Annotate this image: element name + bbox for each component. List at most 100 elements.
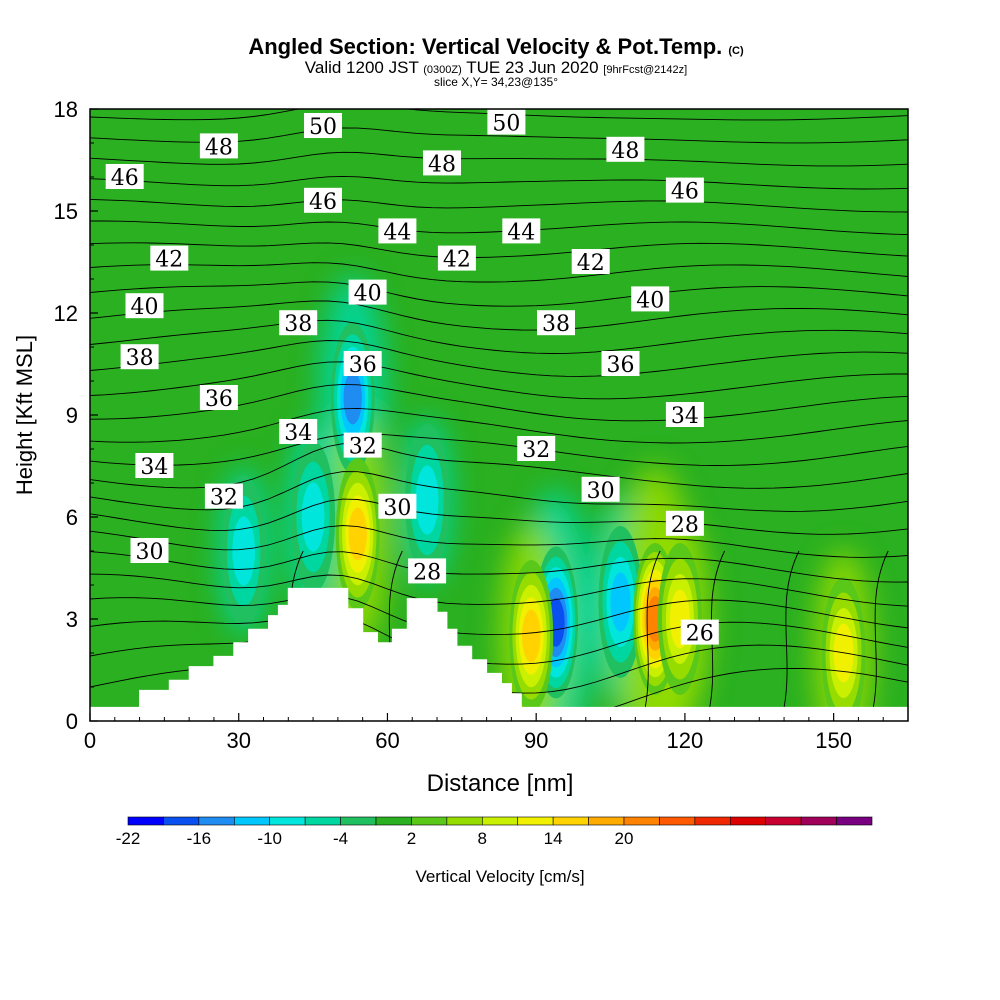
theta-contour [90, 525, 908, 558]
contour-label: 28 [408, 558, 447, 585]
contour-label-box [343, 351, 382, 376]
colorbar-swatch [127, 816, 164, 826]
contour-label-text: 28 [671, 513, 699, 538]
velocity-core [509, 560, 554, 712]
contour-label-box [665, 177, 704, 203]
contour-label-text: 50 [492, 112, 520, 137]
colorbar-swatch [836, 816, 873, 826]
valid-utc: (0300Z) [423, 64, 462, 76]
y-tick-label: 18 [54, 97, 78, 122]
theta-contour [783, 550, 800, 708]
contour-label: 48 [199, 133, 238, 160]
contour-label-box [125, 293, 164, 319]
contour-label: 26 [680, 619, 719, 647]
theta-contour [90, 498, 908, 535]
contour-label-text: 38 [126, 346, 154, 371]
contour-label-text: 46 [309, 190, 337, 215]
colorbar-swatch [765, 816, 802, 826]
contour-label-text: 44 [507, 220, 535, 245]
x-tick-label: 90 [524, 728, 548, 753]
colorbar-swatch [163, 816, 200, 826]
contour-label-box [279, 419, 318, 444]
contour-label-text: 40 [131, 295, 159, 320]
colorbar-swatch [659, 816, 696, 826]
velocity-core [291, 441, 336, 593]
contour-label-text: 48 [205, 135, 233, 160]
contour-label: 30 [378, 493, 417, 521]
theta-contour [872, 550, 889, 708]
valid-date: TUE 23 Jun 2020 [466, 58, 599, 77]
colorbar-tick-label: -16 [187, 829, 212, 848]
contour-label-text: 32 [522, 438, 550, 463]
contour-label: 44 [502, 218, 541, 245]
contour-label: 42 [150, 245, 189, 273]
theta-contour [90, 281, 908, 307]
contour-label: 40 [348, 279, 387, 307]
chart-title: Angled Section: Vertical Velocity & Pot.… [0, 36, 996, 58]
colorbar-swatch [588, 816, 625, 826]
contour-label-box [204, 483, 243, 509]
contour-label: 46 [304, 187, 342, 215]
velocity-band [522, 609, 541, 663]
chart-title-block: Angled Section: Vertical Velocity & Pot.… [0, 36, 1000, 89]
theta-contour [90, 340, 908, 377]
contour-label: 38 [120, 344, 159, 371]
velocity-band [343, 371, 362, 425]
contour-label-box [150, 245, 189, 271]
colorbar-swatch [729, 816, 767, 826]
x-tick-label: 60 [375, 728, 399, 753]
contour-label-text: 34 [671, 404, 699, 429]
y-tick-label: 0 [66, 709, 78, 734]
velocity-core [821, 577, 866, 721]
contour-label: 34 [279, 419, 318, 446]
contour-label-box [631, 286, 670, 312]
colorbar-swatch [552, 816, 589, 826]
contour-label-box [581, 476, 620, 502]
vertical-velocity-field [90, 109, 908, 721]
contour-label-box [680, 619, 719, 645]
contour-label-text: 34 [284, 421, 312, 446]
contour-label: 28 [665, 510, 704, 538]
contour-label: 40 [125, 293, 164, 320]
velocity-band [610, 572, 631, 632]
contour-label-text: 42 [577, 251, 605, 276]
velocity-band [232, 516, 256, 586]
x-tick-label: 150 [815, 728, 852, 753]
colorbar-tick-label: 2 [407, 829, 416, 848]
contour-label-box [423, 150, 461, 176]
colorbar-tick-label: 8 [478, 829, 487, 848]
velocity-core [405, 424, 450, 576]
colorbar-swatch [304, 816, 341, 826]
theta-contour [90, 551, 908, 583]
contour-label-text: 28 [413, 560, 441, 585]
contour-label-text: 36 [349, 353, 377, 378]
contour-label: 48 [606, 136, 645, 164]
contour-label-box [105, 164, 144, 189]
chart-title-text: Angled Section: Vertical Velocity & Pot.… [248, 34, 723, 59]
x-tick-label: 30 [226, 728, 250, 753]
contour-label-text: 32 [349, 435, 377, 460]
terrain-mask [89, 587, 909, 722]
contour-label-text: 50 [309, 115, 337, 140]
colorbar-tick-label: -22 [116, 829, 141, 848]
contour-label-box [378, 493, 417, 519]
theta-contour [90, 242, 908, 259]
theta-contour [90, 220, 908, 236]
theta-contour [90, 319, 908, 354]
contour-label-box [502, 218, 541, 244]
theta-contour [90, 407, 908, 444]
terrain [89, 587, 909, 722]
contour-label: 40 [631, 286, 670, 313]
y-tick-label: 6 [66, 505, 78, 530]
colorbar-swatch [233, 816, 271, 826]
y-tick-label: 9 [66, 403, 78, 428]
contour-label-text: 42 [443, 248, 471, 273]
x-tick-label: 120 [667, 728, 704, 753]
contour-label-box [408, 558, 447, 584]
y-tick-label: 12 [54, 301, 78, 326]
theta-contour [90, 175, 908, 190]
colorbar-tick-label: -4 [333, 829, 348, 848]
contour-label-box [199, 133, 238, 159]
theta-contour [90, 361, 908, 400]
